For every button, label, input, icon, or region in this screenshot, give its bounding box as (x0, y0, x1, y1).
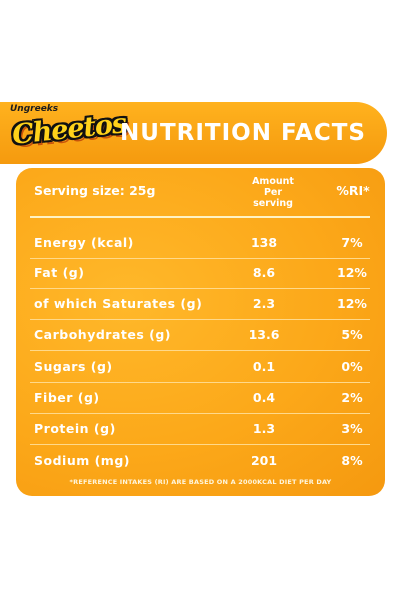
table-row-fat: Fat (g) 8.6 12% (16, 256, 385, 288)
table-row-sodium: Sodium (mg) 201 8% (16, 444, 385, 476)
row-label: Energy (kcal) (34, 234, 134, 250)
row-ri: 0% (341, 358, 363, 374)
cheetos-logo: Ungreeks Cheetos (4, 102, 127, 168)
ri-header: %RI* (336, 183, 370, 198)
row-ri: 2% (341, 389, 363, 405)
serving-size-label: Serving size: 25g (34, 183, 156, 198)
nutrition-table-panel (16, 168, 385, 496)
table-row-saturates: of which Saturates (g) 2.3 12% (16, 287, 385, 319)
row-divider (30, 258, 370, 259)
row-label: Fiber (g) (34, 389, 100, 405)
row-amount: 138 (250, 234, 278, 250)
row-amount: 0.1 (252, 358, 276, 374)
reference-intake-footnote: *REFERENCE INTAKES (RI) ARE BASED ON A 2… (69, 478, 332, 486)
table-row-protein: Protein (g) 1.3 3% (16, 412, 385, 444)
table-row-energy: Energy (kcal) 138 7% (16, 226, 385, 258)
row-amount: 201 (250, 452, 278, 468)
row-ri: 5% (341, 326, 363, 342)
row-label: Fat (g) (34, 264, 85, 280)
table-row-fiber: Fiber (g) 0.4 2% (16, 381, 385, 413)
amount-header-line-1: Amount (252, 176, 294, 187)
row-label: of which Saturates (g) (34, 295, 203, 311)
header-divider (30, 216, 370, 218)
amount-per-serving-header: Amount Per serving (238, 176, 308, 209)
row-label: Sugars (g) (34, 358, 113, 374)
row-amount: 8.6 (252, 264, 276, 280)
logo-tagline: Ungreeks (10, 104, 59, 114)
table-row-sugars: Sugars (g) 0.1 0% (16, 350, 385, 382)
row-divider (30, 413, 370, 414)
row-divider (30, 444, 370, 445)
row-amount: 2.3 (252, 295, 276, 311)
row-divider (30, 319, 370, 320)
row-ri: 12% (337, 264, 367, 280)
row-divider (30, 350, 370, 351)
row-ri: 7% (341, 234, 363, 250)
row-amount: 1.3 (252, 420, 276, 436)
amount-header-line-3: serving (253, 198, 293, 209)
row-ri: 3% (341, 420, 363, 436)
row-label: Sodium (mg) (34, 452, 130, 468)
row-label: Protein (g) (34, 420, 116, 436)
row-amount: 0.4 (252, 389, 276, 405)
page-title: NUTRITION FACTS (120, 120, 366, 146)
amount-header-line-2: Per (263, 187, 283, 198)
row-label: Carbohydrates (g) (34, 326, 172, 342)
table-row-carbohydrates: Carbohydrates (g) 13.6 5% (16, 318, 385, 350)
row-ri: 12% (337, 295, 367, 311)
row-divider (30, 288, 370, 289)
row-amount: 13.6 (248, 326, 280, 342)
row-ri: 8% (341, 452, 363, 468)
row-divider (30, 382, 370, 383)
title-banner (0, 102, 387, 164)
